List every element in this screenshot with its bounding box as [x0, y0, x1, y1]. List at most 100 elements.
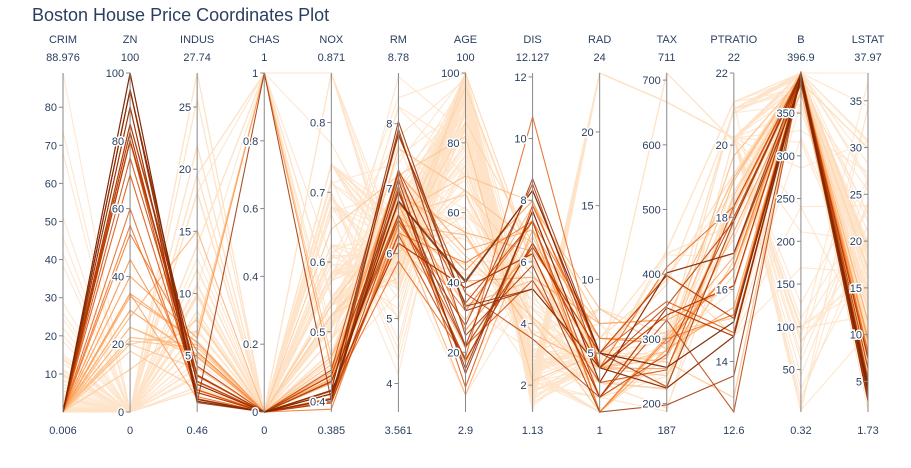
- tick-label: 100: [777, 322, 795, 334]
- axis-title: INDUS: [180, 34, 214, 46]
- axis-nox: 0.4 0.5 0.6 0.7 0.8 NOX 0.871 0.385: [309, 34, 346, 437]
- tick-label: 30: [45, 293, 57, 305]
- tick-label: 300: [777, 151, 795, 163]
- axis-title: AGE: [454, 34, 477, 46]
- tick-label: 25: [850, 189, 862, 201]
- axis-min-label: 0.006: [49, 425, 77, 437]
- tick-label: 18: [716, 212, 728, 224]
- axis-title: CRIM: [49, 34, 77, 46]
- tick-label: 4: [520, 319, 526, 331]
- tick-label: 20: [45, 331, 57, 343]
- tick-label: 0.7: [310, 187, 325, 199]
- tick-label: 80: [112, 136, 124, 148]
- tick-label: 6: [386, 249, 392, 261]
- tick-label: 16: [716, 284, 728, 296]
- tick-label: 12: [514, 72, 526, 84]
- tick-label: 70: [45, 140, 57, 152]
- tick-label: 0.8: [243, 136, 258, 148]
- axis-crim: 10 20 30 40 50 60 70 80 CRIM 88.976 0.006: [43, 34, 80, 437]
- tick-label: 50: [45, 217, 57, 229]
- axis-max-label: 1: [261, 52, 267, 64]
- axis-title: LSTAT: [852, 34, 885, 46]
- tick-label: 10: [850, 330, 862, 342]
- tick-label: 200: [642, 399, 660, 411]
- axis-max-label: 8.78: [388, 52, 409, 64]
- tick-label: 1: [252, 68, 258, 80]
- axis-title: DIS: [523, 34, 541, 46]
- axis-min-label: 0.32: [790, 425, 811, 437]
- axis-min-label: 0.46: [186, 425, 207, 437]
- tick-label: 0.4: [243, 271, 258, 283]
- axis-min-label: 12.6: [723, 425, 744, 437]
- axis-max-label: 88.976: [46, 52, 80, 64]
- tick-label: 7: [386, 184, 392, 196]
- axis-title: RM: [390, 34, 407, 46]
- tick-label: 0.6: [310, 257, 325, 269]
- axis-max-label: 396.9: [787, 52, 815, 64]
- axis-indus: 5 10 15 20 25 INDUS 27.74 0.46: [177, 34, 214, 437]
- tick-label: 8: [386, 119, 392, 131]
- axis-title: NOX: [319, 34, 344, 46]
- axis-max-label: 12.127: [516, 52, 550, 64]
- axis-min-label: 1.73: [857, 425, 878, 437]
- tick-label: 22: [716, 68, 728, 80]
- axis-title: RAD: [588, 34, 611, 46]
- tick-label: 20: [581, 127, 593, 139]
- axis-min-label: 1: [597, 425, 603, 437]
- axis-lstat: 5 10 15 20 25 30 35 LSTAT 37.97 1.73: [848, 34, 885, 437]
- axis-chas: 0 0.2 0.4 0.6 0.8 1 CHAS 1 0: [241, 34, 279, 437]
- tick-label: 150: [777, 279, 795, 291]
- axis-age: 20 40 60 80 100 AGE 100 2.9: [440, 34, 477, 437]
- tick-label: 4: [386, 378, 392, 390]
- tick-label: 60: [447, 208, 459, 220]
- axis-zn: 0 20 40 60 80 100 ZN 100 0: [104, 34, 139, 437]
- tick-label: 30: [850, 143, 862, 155]
- tick-label: 0.2: [243, 339, 258, 351]
- tick-label: 8: [520, 195, 526, 207]
- axis-dis: 2 4 6 8 10 12 DIS 12.127 1.13: [513, 34, 550, 437]
- tick-label: 700: [642, 75, 660, 87]
- axis-min-label: 2.9: [458, 425, 473, 437]
- tick-label: 0.8: [310, 118, 325, 130]
- axis-max-label: 100: [456, 52, 474, 64]
- tick-label: 20: [716, 140, 728, 152]
- axis-tax: 200 300 400 500 600 700 TAX 711 187: [641, 34, 678, 437]
- tick-label: 20: [447, 347, 459, 359]
- tick-label: 250: [777, 194, 795, 206]
- tick-label: 100: [441, 68, 459, 80]
- tick-label: 0.5: [310, 327, 325, 339]
- tick-label: 40: [447, 277, 459, 289]
- tick-label: 300: [642, 334, 660, 346]
- axis-title: TAX: [656, 34, 677, 46]
- axis-min-label: 3.561: [385, 425, 413, 437]
- tick-label: 100: [106, 68, 124, 80]
- tick-label: 15: [850, 283, 862, 295]
- tick-label: 5: [185, 351, 191, 363]
- tick-label: 200: [777, 236, 795, 248]
- tick-label: 40: [112, 271, 124, 283]
- axis-max-label: 100: [121, 52, 139, 64]
- axis-max-label: 37.97: [854, 52, 882, 64]
- tick-label: 14: [716, 357, 728, 369]
- tick-label: 60: [112, 204, 124, 216]
- tick-label: 6: [520, 257, 526, 269]
- tick-label: 10: [514, 134, 526, 146]
- tick-label: 50: [783, 365, 795, 377]
- tick-label: 20: [850, 236, 862, 248]
- tick-label: 25: [179, 102, 191, 114]
- tick-label: 0.4: [310, 397, 325, 409]
- axis-min-label: 0: [127, 425, 133, 437]
- tick-label: 10: [581, 274, 593, 286]
- axis-rad: 5 10 15 20 RAD 24 1: [580, 34, 611, 437]
- tick-label: 80: [45, 102, 57, 114]
- tick-label: 60: [45, 178, 57, 190]
- axis-max-label: 0.871: [318, 52, 346, 64]
- tick-label: 600: [642, 140, 660, 152]
- axis-title: B: [797, 34, 804, 46]
- tick-label: 5: [588, 348, 594, 360]
- axis-min-label: 1.13: [522, 425, 543, 437]
- tick-label: 10: [179, 288, 191, 300]
- axis-min-label: 0.385: [318, 425, 346, 437]
